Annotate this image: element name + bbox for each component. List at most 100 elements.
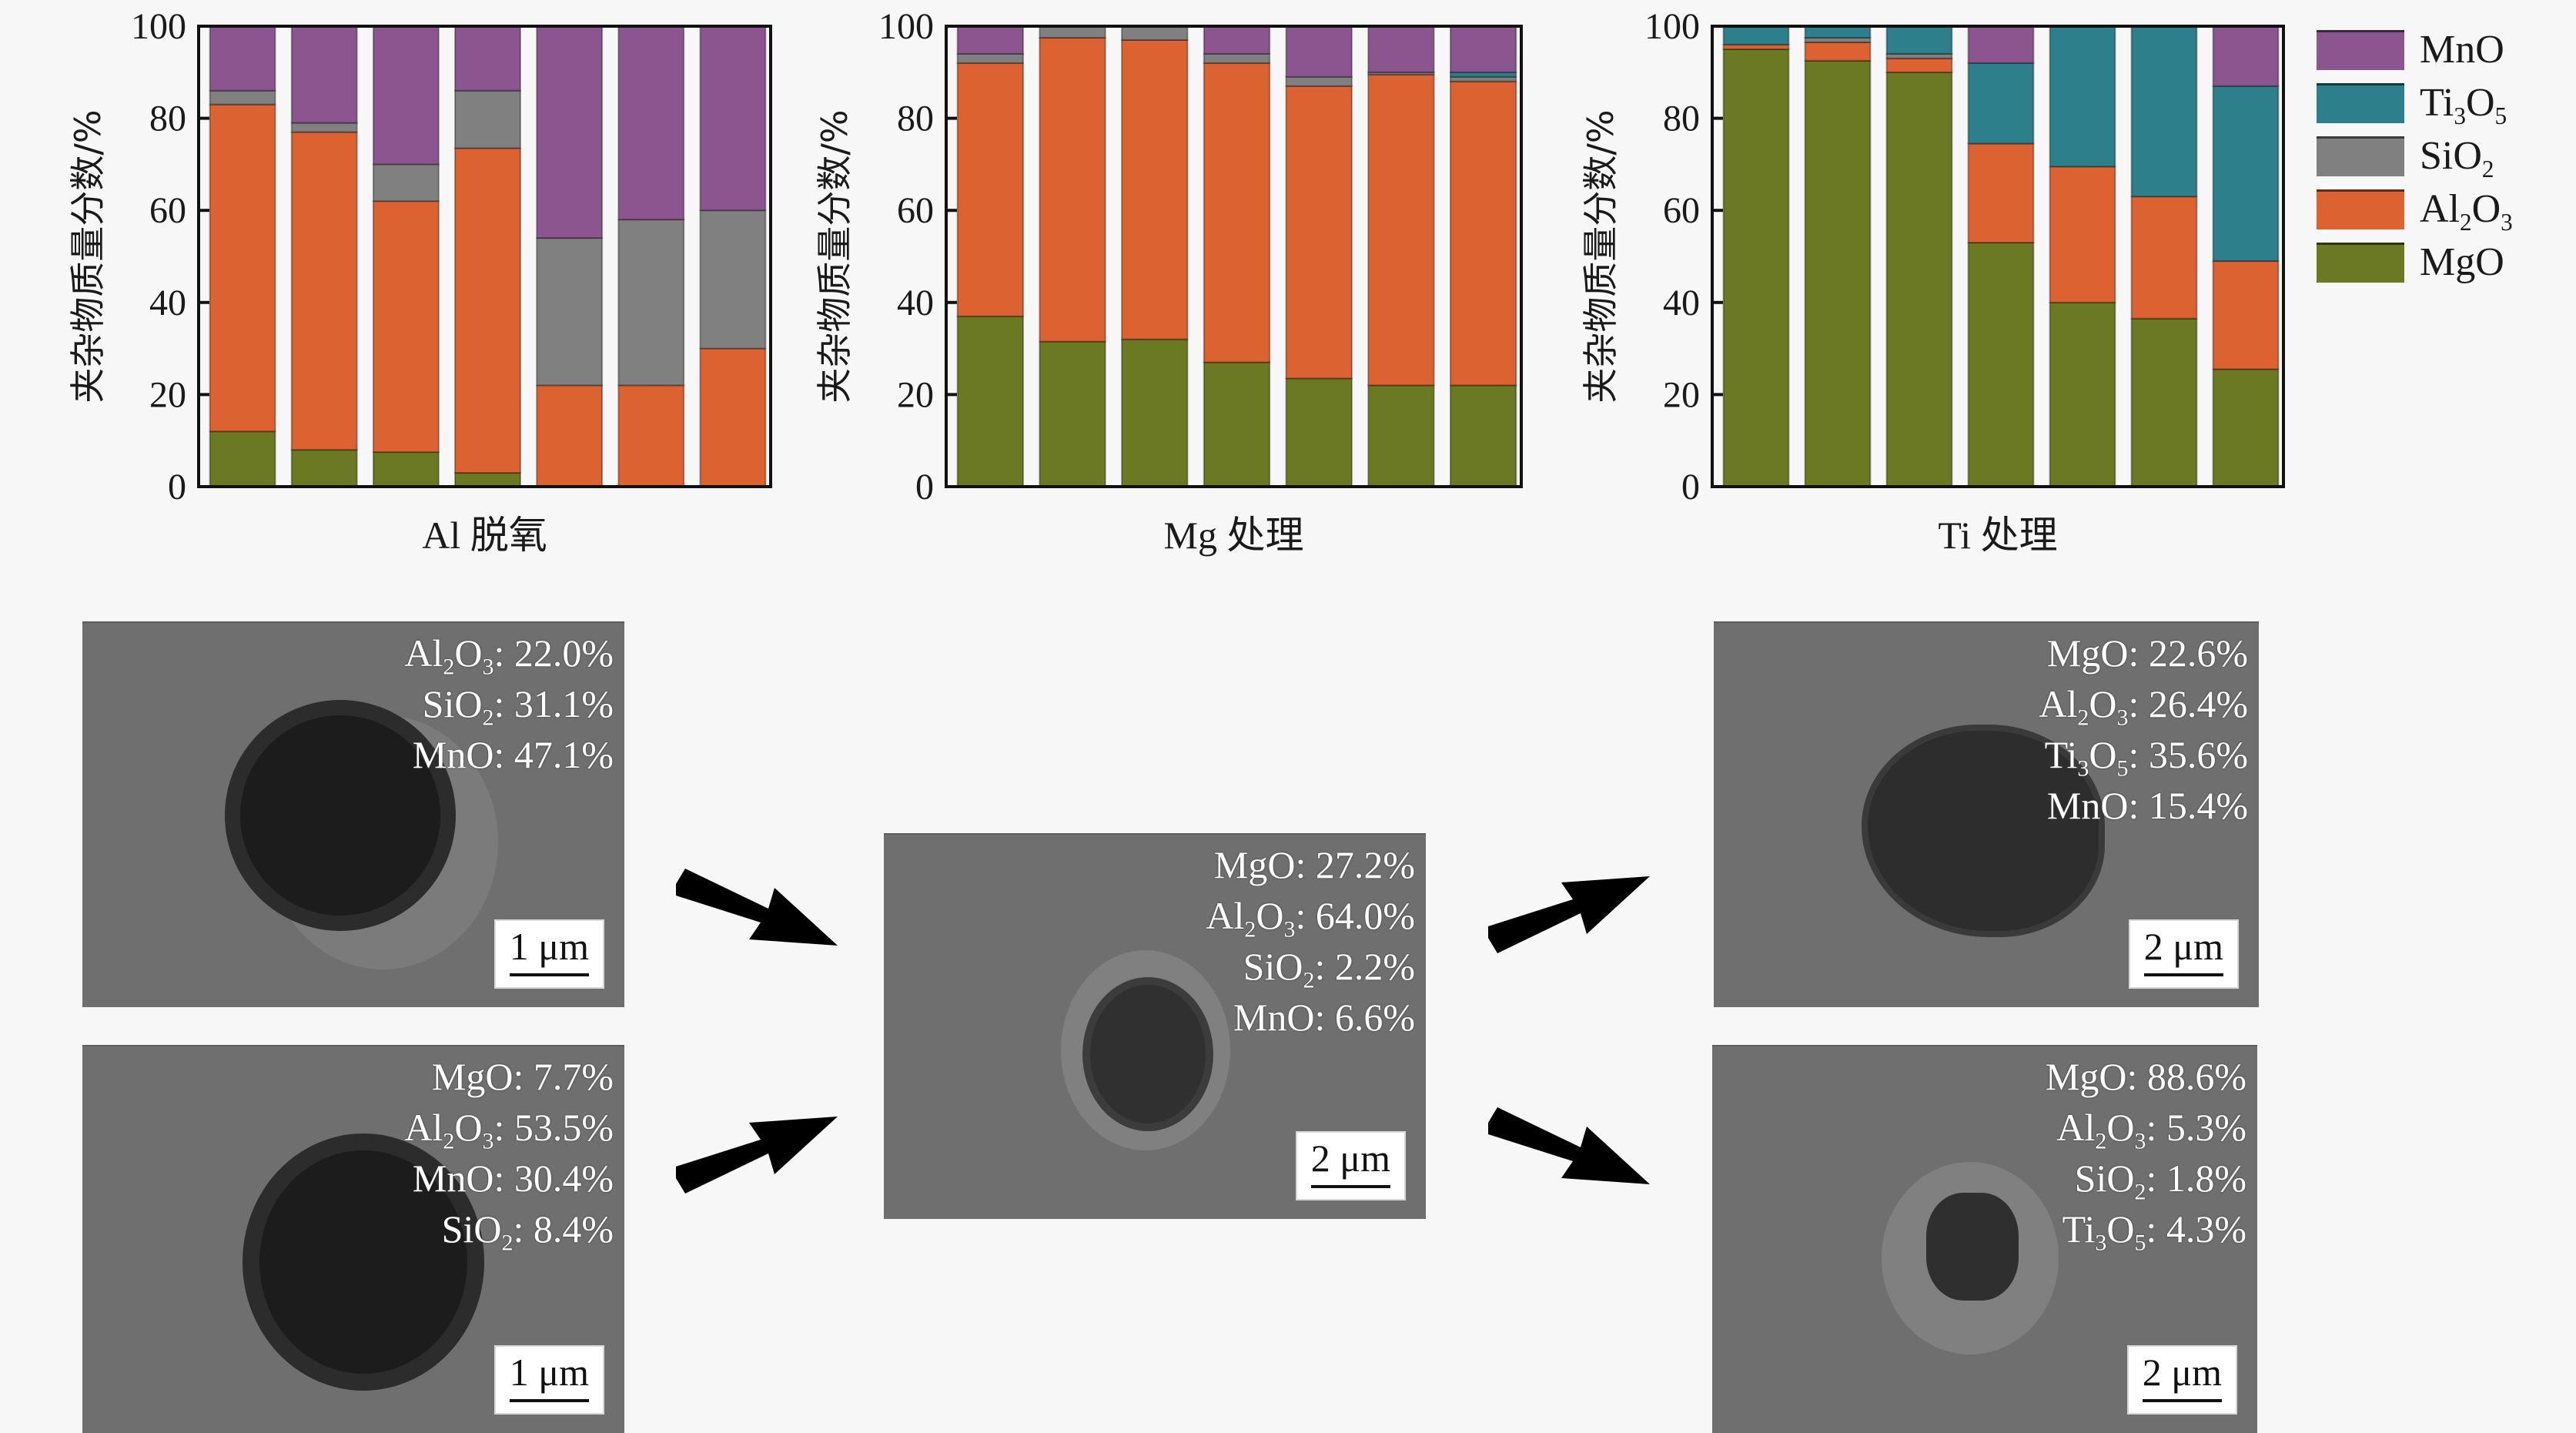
bar-segment-mno <box>1285 25 1353 78</box>
bar-segment-mno <box>290 25 358 124</box>
bar-segment-sio2 <box>209 89 276 105</box>
bar-segment-sio2 <box>956 52 1025 64</box>
bar-segment-mgo <box>1804 59 1872 488</box>
bar-segment-al2o3 <box>372 200 440 454</box>
legend: MnO Ti3O5 SiO2 Al2O3 MgO <box>2317 23 2571 289</box>
bar-segment-ti3o5 <box>1804 25 1872 39</box>
inclusion-particle <box>259 1150 467 1374</box>
y-tick-label: 20 <box>1663 374 1700 415</box>
bar-segment-ti3o5 <box>2212 85 2280 262</box>
bar-segment-sio2 <box>699 209 767 350</box>
bar-segment-mno <box>454 25 521 92</box>
bar-segment-al2o3 <box>454 147 521 474</box>
bar-segment-mno <box>372 25 440 166</box>
legend-item-al2o3: Al2O3 <box>2317 182 2571 236</box>
y-tick-label: 60 <box>897 190 934 231</box>
bar-segment-al2o3 <box>1449 80 1517 387</box>
legend-item-mgo: MgO <box>2317 236 2571 289</box>
scale-bar: 2 μm <box>2128 919 2239 989</box>
composition-line: MgO: 27.2% <box>1213 843 1415 886</box>
bar-segment-al2o3 <box>1885 57 1953 73</box>
y-axis-label: 夹杂物质量分数/% <box>1580 109 1621 403</box>
legend-label: Al2O3 <box>2420 187 2513 236</box>
y-tick-label: 0 <box>915 467 934 507</box>
charts-canvas: 0 20 40 60 80 100 夹杂物质量分数/% Al 脱氧 0 20 40 60 80 100 夹杂… <box>67 6 2285 557</box>
bar-segment-al2o3 <box>1367 73 1435 387</box>
scale-bar: 2 μm <box>1295 1131 1406 1200</box>
plot-frame <box>945 25 1523 488</box>
bar-segment-al2o3 <box>2049 166 2116 303</box>
bar-segment-mgo <box>1449 384 1517 487</box>
bar-segment-mgo <box>372 451 440 488</box>
composition-line: MnO: 30.4% <box>412 1157 614 1200</box>
x-axis-label: Al 脱氧 <box>422 514 547 557</box>
legend-item-ti3o5: Ti3O5 <box>2317 76 2571 129</box>
composition-label: MgO: 7.7% Al2O3: 53.5% MnO: 30.4% SiO2: 8.4… <box>404 1051 614 1254</box>
bar-segment-al2o3 <box>209 103 276 433</box>
scale-bar: 1 μm <box>493 919 604 989</box>
plot-frame <box>197 25 772 488</box>
bar-segment-mno <box>956 25 1025 55</box>
composition-line: MgO: 7.7% <box>431 1055 614 1098</box>
bar-segment-mgo <box>1967 242 2035 487</box>
bar-segment-mgo <box>454 472 521 487</box>
y-tick-label: 80 <box>1663 99 1700 139</box>
bar-segment-sio2 <box>1039 25 1106 39</box>
legend-swatch <box>2317 82 2404 123</box>
composition-line: Al2O3: 22.0% <box>404 631 614 680</box>
composition-label: MgO: 88.6% Al2O3: 5.3% SiO2: 1.8% Ti3O5: 4.… <box>2046 1051 2246 1254</box>
legend-item-mno: MnO <box>2317 23 2571 76</box>
arrow-down-right-icon <box>676 869 838 946</box>
bar-segment-mno <box>617 25 685 221</box>
bar-segment-mgo <box>209 430 276 487</box>
legend-label: Ti3O5 <box>2420 81 2507 129</box>
y-tick-label: 100 <box>878 6 934 47</box>
bar-segment-sio2 <box>290 122 358 133</box>
bar-segment-sio2 <box>536 237 604 387</box>
bar-segment-al2o3 <box>1967 142 2035 244</box>
composition-label: MgO: 27.2% Al2O3: 64.0% SiO2: 2.2% MnO: 6.6… <box>1206 839 1415 1043</box>
sem-image-al-2: MgO: 7.7% Al2O3: 53.5% MnO: 30.4% SiO2: 8.4… <box>82 1045 624 1433</box>
y-tick-label: 80 <box>897 99 934 139</box>
sem-image-mg: MgO: 27.2% Al2O3: 64.0% SiO2: 2.2% MnO: 6.6… <box>884 833 1426 1219</box>
bar-segment-mgo <box>1722 48 1790 487</box>
arrow-up-right-icon <box>1488 876 1650 953</box>
bar-segment-mno <box>536 25 604 239</box>
composition-line: Al2O3: 26.4% <box>2039 682 2248 731</box>
bar-segment-ti3o5 <box>1722 25 1790 45</box>
bar-segment-mno <box>1967 25 2035 64</box>
bar-segment-mgo <box>1039 340 1106 487</box>
composition-label: Al2O3: 22.0% SiO2: 31.1% MnO: 47.1% <box>404 628 614 780</box>
composition-line: Al2O3: 5.3% <box>2056 1106 2246 1154</box>
y-tick-label: 60 <box>149 190 186 231</box>
inclusion-particle <box>1926 1193 2019 1301</box>
bar-segment-sio2 <box>1285 75 1353 87</box>
plot-frame <box>1711 25 2285 488</box>
bar-segment-sio2 <box>1121 25 1189 41</box>
scale-bar: 1 μm <box>493 1345 604 1415</box>
legend-swatch <box>2317 136 2404 176</box>
bar-segment-mno <box>699 25 767 212</box>
bar-segment-mgo <box>956 315 1025 487</box>
y-tick-label: 40 <box>149 283 186 323</box>
legend-label: SiO2 <box>2420 134 2494 182</box>
composition-line: Al2O3: 64.0% <box>1206 894 1415 942</box>
legend-swatch <box>2317 189 2404 229</box>
inclusion-particle <box>1868 731 2099 931</box>
bar-segment-al2o3 <box>1039 36 1106 343</box>
composition-line: SiO2: 2.2% <box>1243 945 1415 993</box>
composition-line: Ti3O5: 4.3% <box>2062 1207 2246 1256</box>
composition-label: MgO: 22.6% Al2O3: 26.4% Ti3O5: 35.6% MnO: 1… <box>2039 628 2248 831</box>
bar-segment-mno <box>1203 25 1271 55</box>
sem-image-ti-1: MgO: 22.6% Al2O3: 26.4% Ti3O5: 35.6% MnO: 1… <box>1714 621 2259 1007</box>
y-tick-label: 100 <box>1644 6 1700 47</box>
bar-segment-al2o3 <box>699 347 767 487</box>
composition-line: SiO2: 31.1% <box>422 682 614 731</box>
arrow-down-right-icon <box>1488 1107 1650 1184</box>
bar-segment-al2o3 <box>1804 41 1872 62</box>
y-tick-label: 0 <box>168 467 186 507</box>
bar-segment-mno <box>1367 25 1435 73</box>
bar-segment-mgo <box>1285 377 1353 487</box>
bar-segment-mgo <box>1885 71 1953 488</box>
bar-segment-mgo <box>2130 317 2198 488</box>
